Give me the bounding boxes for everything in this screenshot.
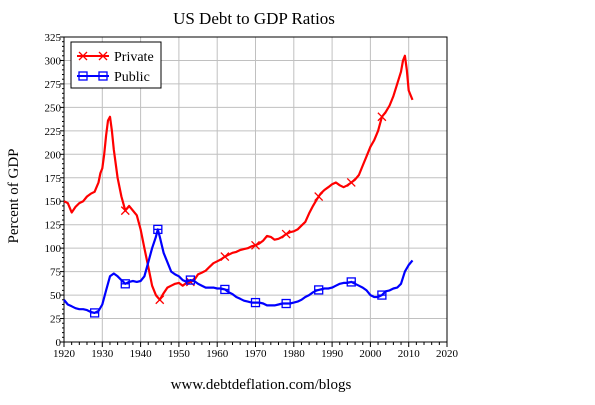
data-marker-private bbox=[155, 295, 165, 305]
y-tick-label: 225 bbox=[45, 126, 62, 138]
legend-label-public: Public bbox=[114, 70, 150, 85]
x-tick-label: 1980 bbox=[283, 348, 306, 360]
series-line-private bbox=[63, 54, 414, 301]
data-marker-private bbox=[281, 229, 291, 239]
series-private bbox=[63, 54, 414, 305]
y-tick-label: 50 bbox=[50, 290, 62, 302]
data-marker-private bbox=[251, 240, 260, 250]
legend-label-private: Private bbox=[114, 50, 154, 65]
x-tick-label: 2010 bbox=[398, 348, 421, 360]
y-tick-label: 325 bbox=[45, 32, 62, 44]
y-tick-label: 275 bbox=[45, 79, 62, 91]
y-tick-label: 75 bbox=[50, 267, 62, 279]
y-tick-label: 100 bbox=[45, 243, 62, 255]
x-tick-label: 1940 bbox=[130, 348, 153, 360]
y-tick-label: 25 bbox=[50, 314, 62, 326]
y-tick-label: 175 bbox=[45, 173, 62, 185]
data-marker-private bbox=[314, 192, 324, 201]
series-public bbox=[63, 224, 414, 318]
y-tick-label: 0 bbox=[56, 337, 62, 349]
y-tick-label: 125 bbox=[45, 220, 62, 232]
data-marker-private bbox=[220, 252, 230, 262]
data-marker-private bbox=[120, 206, 130, 216]
series-line-public bbox=[63, 228, 414, 314]
x-tick-label: 2020 bbox=[436, 348, 459, 360]
y-tick-label: 200 bbox=[45, 149, 62, 161]
x-tick-label: 1920 bbox=[53, 348, 76, 360]
x-tick-label: 1970 bbox=[245, 348, 268, 360]
x-tick-label: 2000 bbox=[359, 348, 382, 360]
axes: 0 25 50 75 100 125 150 175 200 225 250 275 300 325 192… bbox=[45, 32, 459, 360]
x-tick-label: 1950 bbox=[168, 348, 191, 360]
x-tick-label: 1990 bbox=[321, 348, 344, 360]
x-tick-label: 1930 bbox=[91, 348, 114, 360]
y-tick-label: 150 bbox=[45, 196, 62, 208]
y-axis-label: Percent of GDP bbox=[6, 149, 22, 244]
legend-marker-private bbox=[78, 51, 88, 61]
y-tick-label: 300 bbox=[45, 55, 62, 67]
series-layer bbox=[63, 54, 414, 318]
x-tick-label: 1960 bbox=[206, 348, 229, 360]
data-marker-private bbox=[346, 178, 356, 187]
legend-box bbox=[70, 41, 162, 89]
chart-title: US Debt to GDP Ratios bbox=[173, 9, 335, 28]
legend-marker-private bbox=[98, 51, 108, 61]
y-tick-label: 250 bbox=[45, 102, 62, 114]
legend: Private Public bbox=[70, 41, 162, 89]
data-marker-private bbox=[377, 112, 387, 122]
chart-footer-url: www.debtdeflation.com/blogs bbox=[171, 377, 352, 393]
